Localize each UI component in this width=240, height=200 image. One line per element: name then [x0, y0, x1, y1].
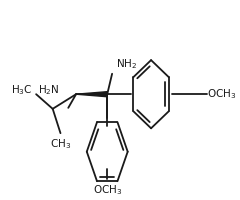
Text: NH$_2$: NH$_2$	[116, 57, 137, 71]
Text: CH$_3$: CH$_3$	[50, 137, 71, 151]
Polygon shape	[76, 92, 107, 97]
Text: H$_2$N: H$_2$N	[38, 83, 60, 97]
Text: OCH$_3$: OCH$_3$	[207, 87, 236, 101]
Text: H$_3$C: H$_3$C	[11, 83, 32, 97]
Text: OCH$_3$: OCH$_3$	[93, 183, 122, 197]
